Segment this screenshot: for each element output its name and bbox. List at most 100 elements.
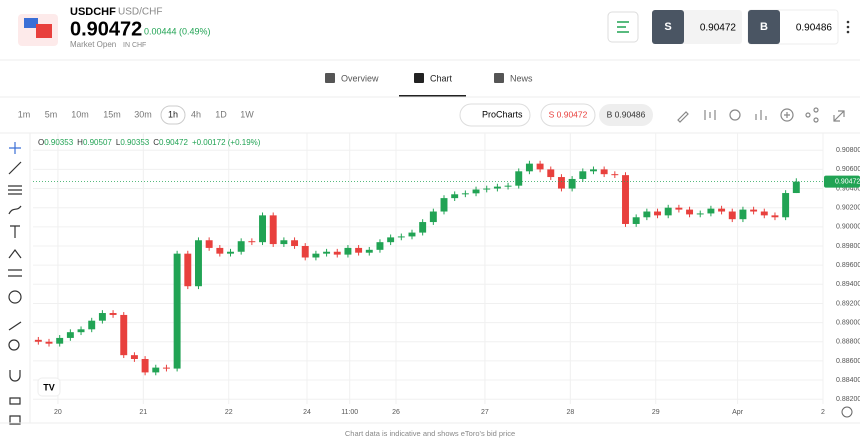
timeframe[interactable]: 1D bbox=[215, 109, 227, 119]
y-tick-label: 0.89400 bbox=[836, 281, 860, 288]
y-tick-label: 0.90200 bbox=[836, 205, 860, 212]
legend-key: C bbox=[153, 138, 159, 147]
x-tick-label: 29 bbox=[652, 409, 660, 416]
candle-body bbox=[760, 211, 768, 216]
y-tick-label: 0.90000 bbox=[836, 224, 860, 231]
candle-body bbox=[88, 320, 96, 330]
candle-body bbox=[301, 245, 309, 258]
timeframe[interactable]: 15m bbox=[103, 109, 121, 119]
candle-body bbox=[600, 169, 608, 175]
tv-logo-mark: TV bbox=[43, 382, 55, 392]
timeframe[interactable]: 5m bbox=[45, 109, 58, 119]
candle-body bbox=[739, 209, 747, 220]
timeframe[interactable]: 1W bbox=[240, 109, 254, 119]
candle-body bbox=[686, 209, 694, 215]
timeframe[interactable]: 1m bbox=[18, 109, 31, 119]
x-tick-label: 2 bbox=[821, 409, 825, 416]
menu-dot[interactable] bbox=[846, 20, 850, 24]
timeframe[interactable]: 10m bbox=[71, 109, 89, 119]
legend-value: 0.90353 bbox=[44, 138, 73, 147]
menu-dot bbox=[846, 30, 850, 34]
candle-body bbox=[515, 171, 523, 186]
ohlc-legend: O0.90353 H0.90507 L0.90353 C0.90472 +0.00172… bbox=[38, 138, 261, 147]
candle-body bbox=[590, 169, 597, 172]
candle-body bbox=[141, 358, 149, 373]
timeframe[interactable]: 30m bbox=[134, 109, 152, 119]
y-tick-label: 0.89600 bbox=[836, 262, 860, 269]
candle-body bbox=[654, 211, 661, 216]
y-tick-label: 0.89000 bbox=[836, 319, 860, 326]
x-tick-label: Apr bbox=[732, 409, 744, 416]
settings-icon[interactable] bbox=[841, 406, 853, 418]
y-tick-label: 0.90400 bbox=[836, 185, 860, 192]
candle-body bbox=[291, 240, 299, 246]
y-tick-label: 0.88600 bbox=[836, 358, 860, 365]
candle-body bbox=[419, 222, 427, 233]
candle-body bbox=[632, 217, 640, 224]
procharts-button[interactable] bbox=[459, 103, 531, 127]
y-tick-label: 0.88200 bbox=[836, 396, 860, 403]
candle-body bbox=[162, 367, 170, 369]
chart-icon bbox=[414, 73, 424, 83]
timeframe[interactable]: 4h bbox=[191, 109, 201, 119]
candle-body bbox=[66, 332, 74, 338]
timeframes: 1m 5m 10m 15m 30m 1h 4h 1D 1W bbox=[18, 105, 254, 125]
candle-body bbox=[461, 193, 469, 195]
chart-tools[interactable] bbox=[677, 107, 845, 123]
drawing-tools[interactable] bbox=[8, 142, 22, 425]
tv-logo bbox=[37, 377, 61, 397]
candle-body bbox=[622, 175, 629, 224]
x-tick-label: 26 bbox=[392, 409, 400, 416]
buy-label: B bbox=[760, 21, 768, 33]
candle-body bbox=[525, 163, 533, 172]
candle-body bbox=[707, 208, 715, 214]
candle-body bbox=[205, 240, 213, 248]
x-tick-label: 22 bbox=[225, 409, 233, 416]
candle-body bbox=[750, 209, 758, 212]
legend-key: O bbox=[38, 138, 44, 147]
legend-value: 0.90472 bbox=[159, 138, 188, 147]
list-icon bbox=[617, 21, 629, 33]
candle-body bbox=[718, 208, 726, 212]
plot: 0.90800 0.90600 0.90400 0.90200 0.90000 0.898… bbox=[33, 133, 860, 416]
candle-body bbox=[323, 251, 331, 254]
legend-value: 0.90507 bbox=[83, 138, 112, 147]
change: 0.00444 (0.49%) bbox=[144, 26, 211, 36]
flag-us bbox=[24, 18, 38, 28]
candle-body bbox=[259, 215, 266, 243]
candle-body bbox=[643, 211, 651, 218]
candle-body bbox=[365, 249, 373, 253]
currency: IN CHF bbox=[123, 42, 146, 49]
candle-body bbox=[45, 341, 53, 344]
buy-chip[interactable] bbox=[599, 104, 653, 126]
candle-body bbox=[152, 367, 160, 373]
candle-body bbox=[280, 240, 288, 245]
candle-body bbox=[333, 251, 341, 255]
candle-body bbox=[728, 211, 736, 220]
timeframe[interactable]: 1h bbox=[168, 109, 178, 119]
candle-body bbox=[782, 193, 790, 218]
footer-note: Chart data is indicative and shows eToro… bbox=[345, 429, 515, 438]
tab[interactable]: News bbox=[510, 73, 533, 83]
timeframe-active bbox=[160, 105, 186, 125]
candle-body bbox=[675, 207, 683, 210]
candle-body bbox=[792, 181, 800, 194]
procharts-label: ProCharts bbox=[482, 109, 523, 119]
price: 0.90472 bbox=[70, 18, 142, 40]
candle-body bbox=[98, 313, 106, 321]
candle-body bbox=[237, 241, 245, 252]
candle-body bbox=[504, 185, 512, 187]
sell-chip[interactable] bbox=[540, 103, 596, 127]
candle-body bbox=[184, 253, 192, 287]
candle-body bbox=[483, 188, 491, 190]
tab[interactable]: Overview bbox=[341, 73, 379, 83]
legend-value: 0.90353 bbox=[120, 138, 149, 147]
tab[interactable]: Chart bbox=[430, 73, 453, 83]
candle-body bbox=[34, 339, 42, 342]
legend-key: L bbox=[116, 138, 121, 147]
candle-body bbox=[56, 337, 64, 344]
candle-body bbox=[109, 313, 117, 315]
candle-body bbox=[344, 247, 352, 255]
candle-body bbox=[269, 215, 277, 245]
x-tick-label: 24 bbox=[303, 409, 311, 416]
